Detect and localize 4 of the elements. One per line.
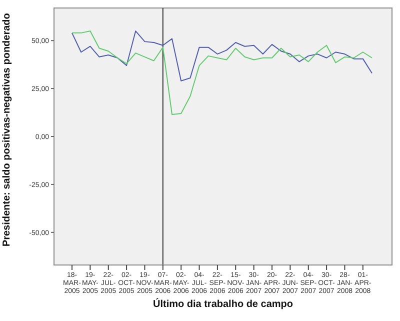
line-series [72,30,372,82]
x-axis-title: Último dia trabalho de campo [152,298,294,310]
line-series [72,30,372,115]
y-axis-title: Presidente: saldo positivas-negativas ponderado [2,13,13,246]
